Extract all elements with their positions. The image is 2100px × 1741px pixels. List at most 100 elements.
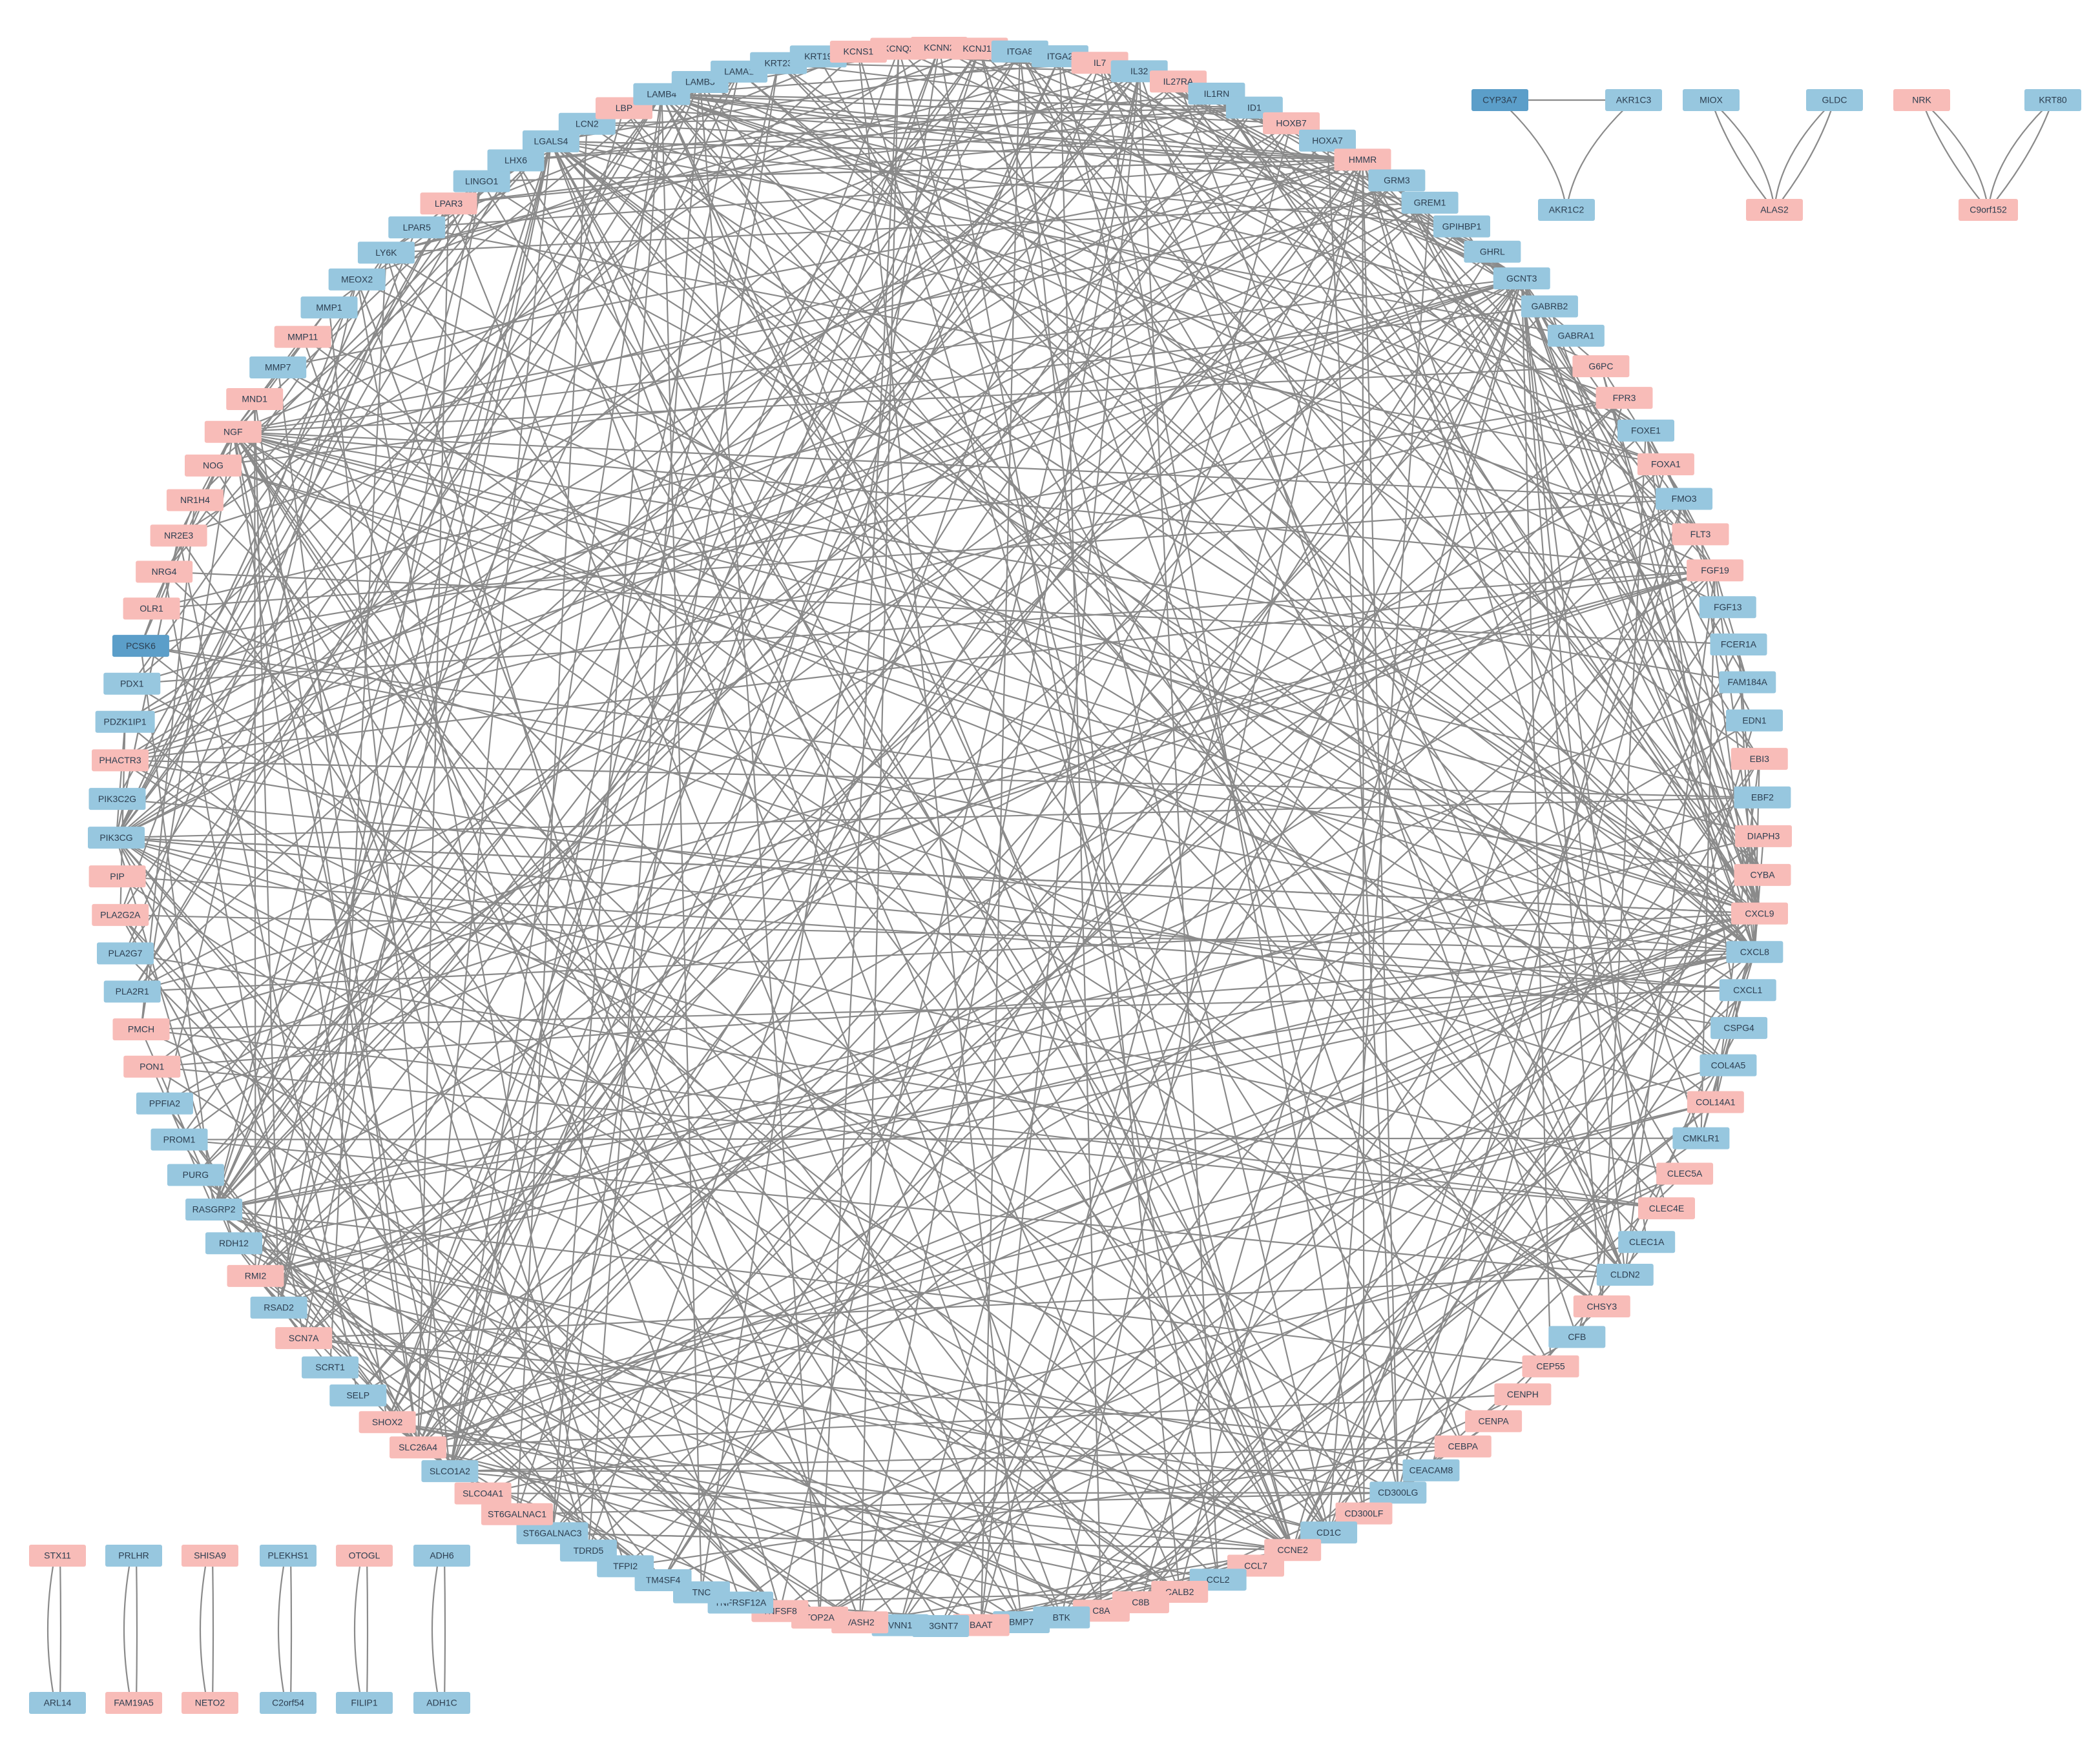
node: SCRT1	[302, 1356, 359, 1379]
node-label: TM4SF4	[646, 1575, 681, 1585]
node-label: TDRD5	[574, 1545, 604, 1556]
node-label: NETO2	[195, 1698, 225, 1708]
node: PDZK1IP1	[95, 710, 155, 733]
node: GLDC	[1806, 89, 1863, 111]
node: NGF	[204, 420, 262, 443]
edge	[278, 159, 1363, 369]
edge	[255, 1275, 664, 1581]
node-label: FGF19	[1701, 565, 1729, 575]
edge	[550, 141, 1181, 1592]
edge	[125, 70, 1140, 723]
edge	[1521, 278, 1763, 876]
node: ADH6	[413, 1545, 470, 1567]
node-box	[88, 788, 146, 810]
node: GREM1	[1401, 191, 1459, 214]
node-box	[1734, 825, 1792, 847]
node: CD300LF	[1335, 1502, 1393, 1525]
node-label: CLEC4E	[1649, 1203, 1684, 1213]
node-label: HMMR	[1349, 154, 1377, 165]
node-label: CMKLR1	[1683, 1133, 1720, 1143]
node-box	[274, 325, 331, 348]
node-label: MMP1	[316, 302, 342, 313]
edge	[303, 51, 1021, 1339]
node: CEACAM8	[1402, 1459, 1460, 1481]
edge	[417, 1394, 1523, 1448]
edge	[1774, 99, 1836, 211]
edge	[213, 123, 1292, 1210]
node: AKR1C3	[1605, 89, 1662, 111]
node-box	[123, 1055, 181, 1078]
edge	[587, 123, 1667, 466]
node: RSAD2	[250, 1296, 307, 1319]
edge	[254, 398, 419, 1448]
node: GABRB2	[1521, 295, 1578, 318]
node-box	[516, 1522, 588, 1545]
node-label: GPIHBP1	[1442, 221, 1482, 231]
edge	[233, 1242, 1102, 1612]
node: FMO3	[1656, 488, 1713, 510]
node-box	[1521, 295, 1578, 318]
node: CLEC1A	[1618, 1231, 1676, 1253]
edge	[116, 837, 1748, 991]
edge	[116, 837, 1180, 1592]
node: CEP55	[1522, 1355, 1579, 1377]
node-box	[390, 1436, 447, 1459]
node: PON1	[123, 1055, 181, 1078]
edge	[178, 431, 234, 536]
node: MMP1	[300, 296, 358, 319]
node-label: CENPA	[1478, 1416, 1509, 1426]
edge	[232, 431, 388, 1423]
edge	[661, 93, 1729, 608]
node-label: PMCH	[128, 1024, 154, 1035]
node: CEBPA	[1434, 1435, 1492, 1458]
node: CYBA	[1734, 863, 1791, 886]
node: CD300LG	[1369, 1481, 1427, 1504]
node-label: HOXB7	[1276, 118, 1307, 129]
edge	[1099, 62, 1763, 876]
edge	[938, 47, 1219, 1580]
node-box	[95, 710, 155, 733]
node-box	[454, 1482, 512, 1505]
node-box	[1596, 387, 1653, 409]
edge	[819, 912, 1760, 1618]
node-label: MND1	[242, 394, 267, 404]
node-label: SHOX2	[372, 1417, 403, 1427]
node-box	[1522, 1355, 1579, 1377]
node: CXCL9	[1731, 902, 1788, 925]
node-label: SELP	[346, 1390, 369, 1401]
edge	[1327, 202, 1431, 1533]
node-box	[275, 1327, 333, 1350]
node: ALAS2	[1746, 199, 1803, 221]
edge	[980, 71, 1140, 1625]
edge	[233, 431, 1760, 914]
node: CSPG4	[1710, 1016, 1768, 1039]
node: ARL14	[29, 1692, 86, 1714]
edge	[213, 48, 981, 1210]
node: DIAPH3	[1734, 825, 1792, 847]
edge	[515, 92, 1217, 161]
edge	[448, 107, 1254, 205]
node-label: IL27RA	[1163, 76, 1194, 87]
edge	[1600, 366, 1756, 953]
node: PLA2G7	[96, 942, 154, 965]
node-box	[1656, 488, 1713, 510]
node-label: CFB	[1568, 1332, 1586, 1342]
edge	[233, 431, 1685, 500]
node-label: FPR3	[1613, 393, 1636, 403]
node-label: CEP55	[1536, 1361, 1565, 1372]
node-label: PIK3CG	[99, 832, 132, 843]
edge	[233, 431, 1716, 572]
edge	[178, 48, 981, 1140]
edge	[1521, 278, 1761, 914]
edge	[1328, 499, 1685, 1533]
edge	[481, 181, 1294, 1550]
edge	[233, 431, 1329, 1533]
node-box	[123, 597, 180, 620]
node-label: KRT80	[2039, 95, 2067, 105]
edge	[550, 141, 1626, 1275]
edge	[213, 1208, 1329, 1534]
node: FAM184A	[1719, 671, 1776, 694]
node-label: GCNT3	[1506, 273, 1537, 283]
edge	[979, 48, 1763, 876]
node-label: LAMB4	[647, 89, 676, 99]
